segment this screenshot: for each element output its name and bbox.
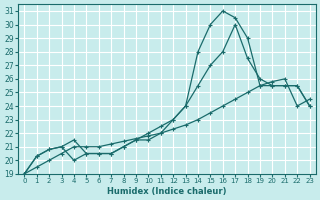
X-axis label: Humidex (Indice chaleur): Humidex (Indice chaleur) xyxy=(107,187,227,196)
